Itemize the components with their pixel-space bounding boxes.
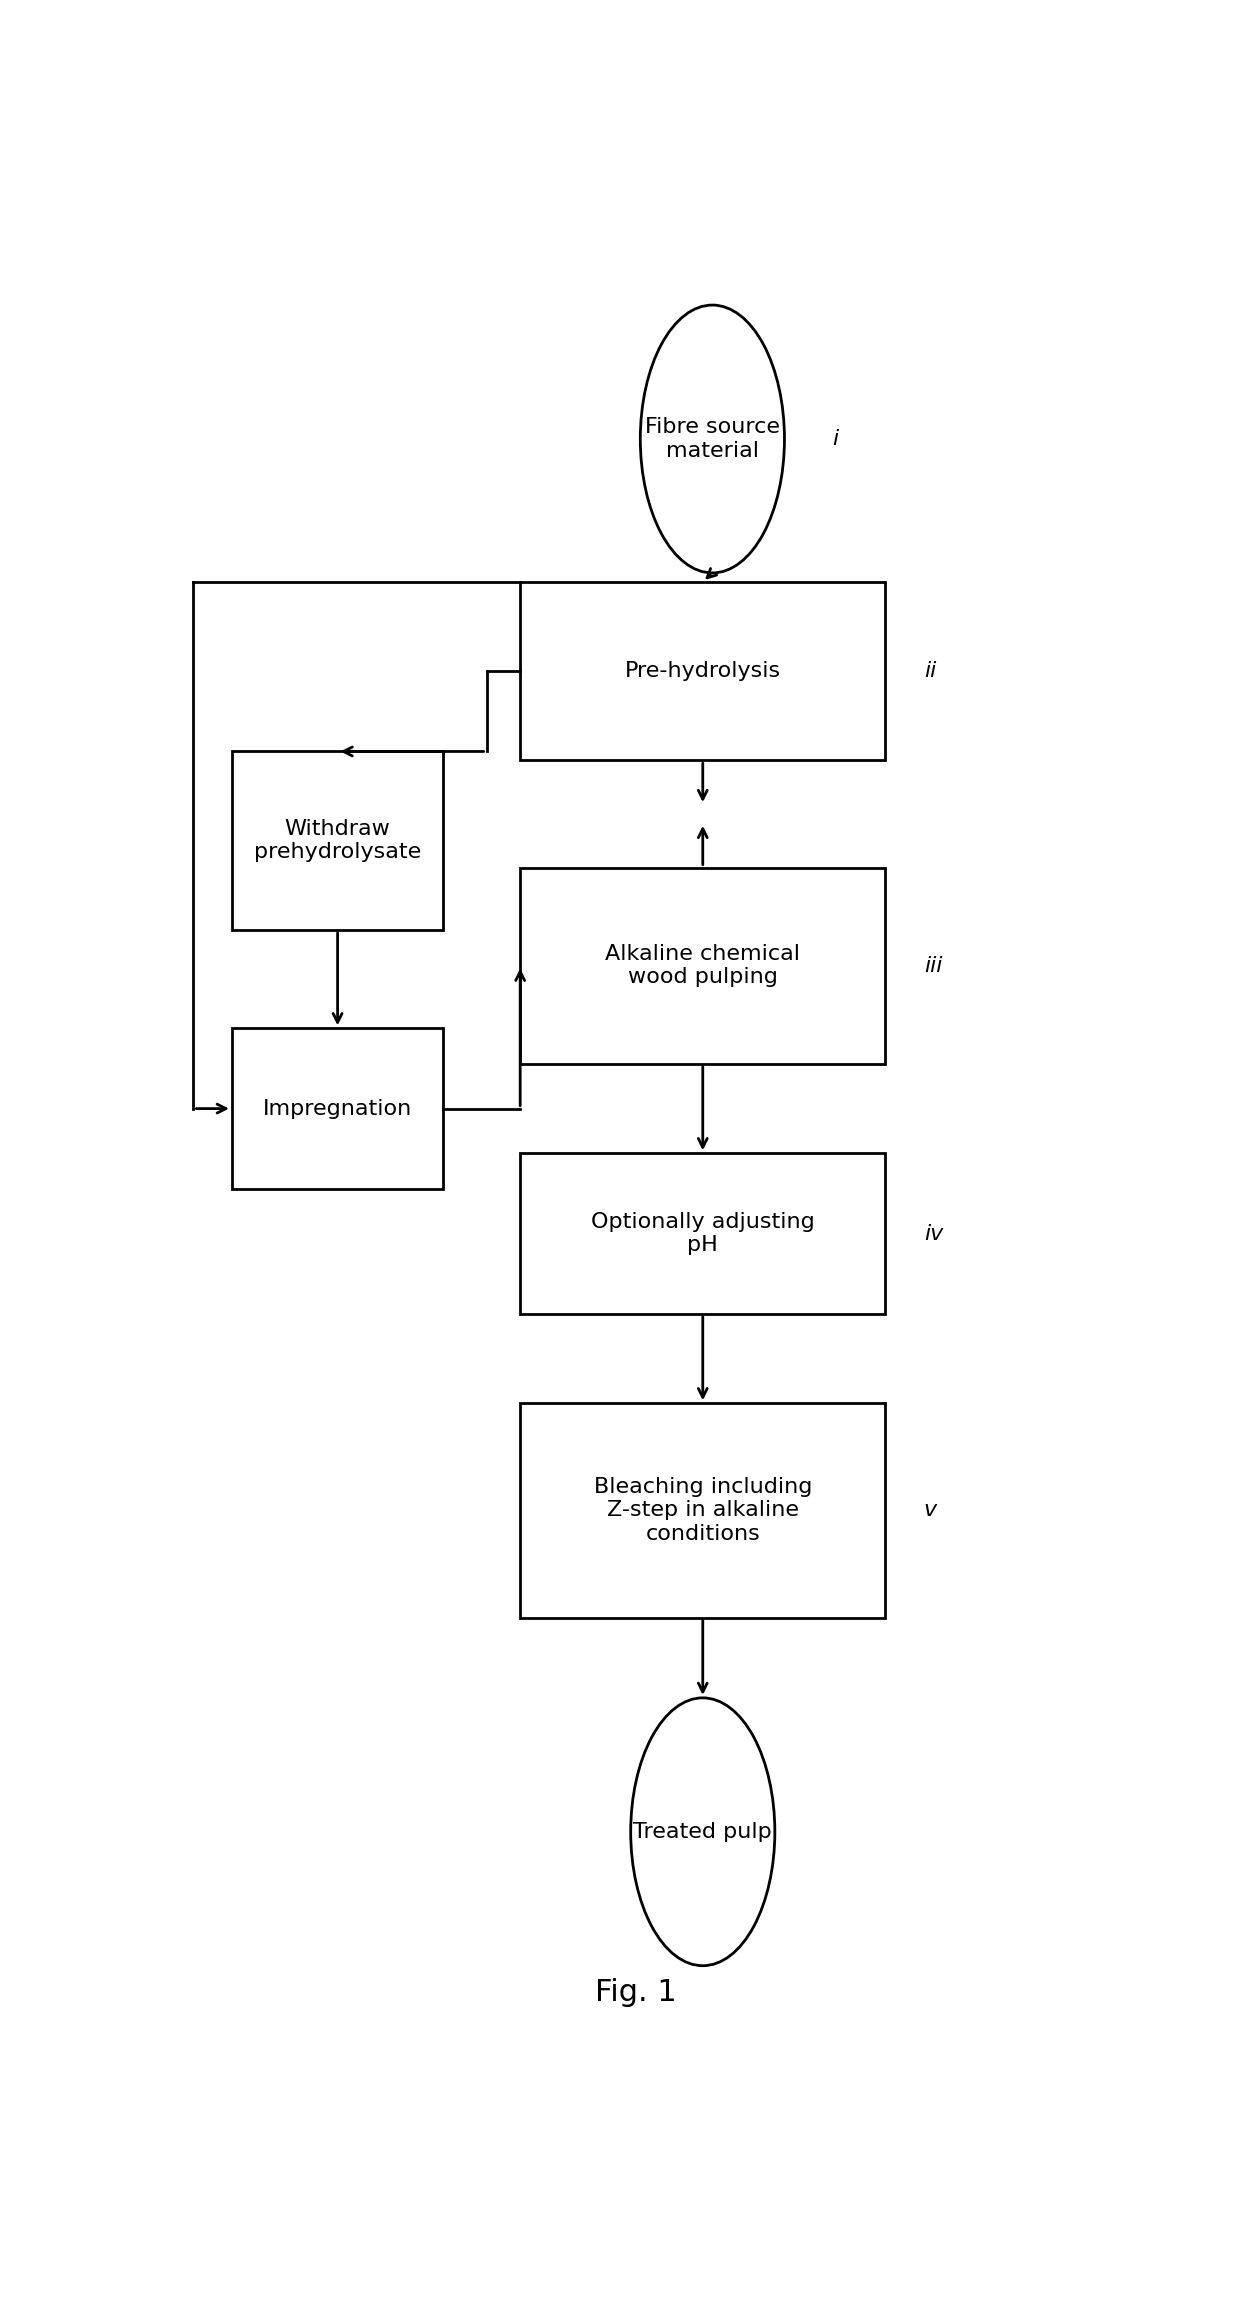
Text: Alkaline chemical
wood pulping: Alkaline chemical wood pulping (605, 944, 800, 988)
Bar (521, 582, 885, 761)
Text: iv: iv (924, 1224, 944, 1243)
Text: Withdraw
prehydrolysate: Withdraw prehydrolysate (254, 819, 422, 863)
Text: Fig. 1: Fig. 1 (595, 1978, 676, 2006)
Text: Treated pulp: Treated pulp (634, 1823, 773, 1841)
Text: Optionally adjusting
pH: Optionally adjusting pH (591, 1213, 815, 1255)
Bar (232, 1027, 444, 1190)
Text: v: v (924, 1500, 937, 1521)
Text: iii: iii (924, 955, 942, 976)
Bar (521, 867, 885, 1064)
Text: i: i (832, 429, 838, 450)
Bar (232, 751, 444, 930)
Bar (521, 1153, 885, 1315)
Text: Impregnation: Impregnation (263, 1099, 412, 1118)
Text: Pre-hydrolysis: Pre-hydrolysis (625, 661, 781, 682)
Text: ii: ii (924, 661, 936, 682)
Text: Fibre source
material: Fibre source material (645, 417, 780, 461)
Text: Bleaching including
Z-step in alkaline
conditions: Bleaching including Z-step in alkaline c… (594, 1477, 812, 1544)
Bar (521, 1403, 885, 1619)
